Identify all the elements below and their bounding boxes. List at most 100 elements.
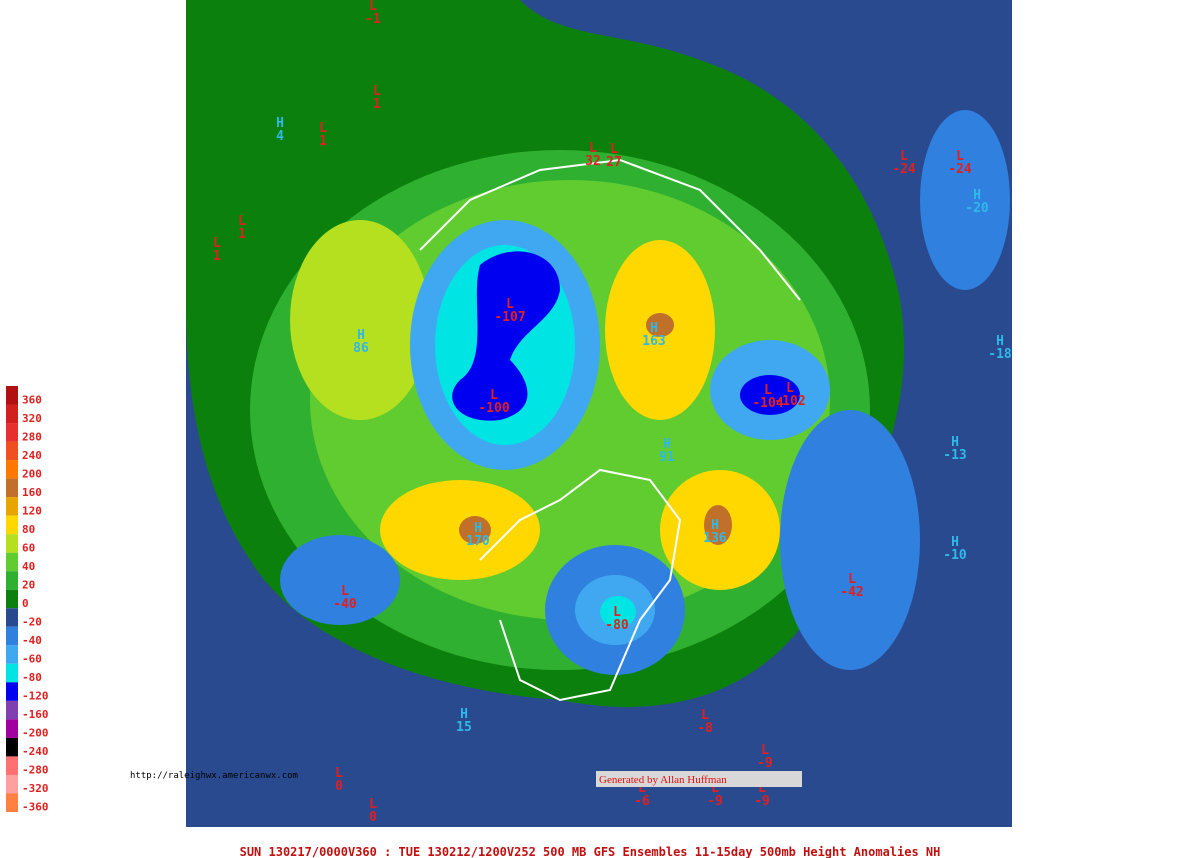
center-letter: L	[213, 236, 221, 251]
contour-neg-80	[600, 596, 636, 628]
contour-neg-120	[740, 375, 800, 415]
center-letter: L	[610, 142, 618, 157]
center-value: -20	[965, 201, 989, 216]
center-letter: L	[335, 766, 343, 781]
center-letter: L	[761, 743, 769, 758]
center-letter: L	[613, 605, 621, 620]
legend-label: -200	[22, 727, 49, 740]
center-letter: L	[764, 383, 772, 398]
center-value: -6	[634, 794, 650, 809]
center-value: -9	[754, 794, 770, 809]
center-letter: L	[848, 572, 856, 587]
center-value: -42	[840, 585, 863, 600]
legend-label: 0	[22, 597, 29, 610]
center-value: 1	[373, 97, 381, 112]
center-letter: L	[373, 84, 381, 99]
coastline	[479, 468, 682, 702]
center-value: -10	[943, 548, 967, 563]
contour-neg-40	[780, 410, 920, 670]
legend-label: 320	[22, 412, 42, 425]
center-value: 86	[353, 341, 369, 356]
center-value: -8	[697, 721, 713, 736]
center-letter: H	[460, 707, 468, 722]
contour-neg-20	[920, 110, 1010, 290]
center-value: 91	[659, 450, 675, 465]
center-value: -24	[892, 162, 916, 177]
legend-label: 40	[22, 560, 35, 573]
legend-label: -60	[22, 653, 42, 666]
center-value: 27	[606, 155, 622, 170]
center-value: 1	[213, 249, 221, 264]
center-letter: L	[900, 149, 908, 164]
legend-label: 280	[22, 430, 42, 443]
legend-swatch	[6, 441, 18, 461]
contour-160	[704, 505, 732, 545]
pressure-centers: L-1L1H4L1L1L1H86L-107L-100H163L-104L-102…	[213, 0, 1012, 825]
center-letter: L	[589, 141, 597, 156]
center-value: -24	[948, 162, 972, 177]
center-value: -100	[478, 401, 509, 416]
center-letter: H	[951, 535, 959, 550]
center-value: -13	[943, 448, 966, 463]
legend-swatch	[6, 793, 18, 812]
footer: SUN 130217/0000V360 : TUE 130212/1200V25…	[240, 845, 941, 858]
center-letter: H	[663, 437, 671, 452]
center-value: -9	[757, 756, 773, 771]
contour-neg-40	[280, 535, 400, 625]
center-value: 1	[238, 227, 246, 242]
center-letter: L	[758, 781, 766, 796]
legend-swatch	[6, 608, 18, 627]
legend-swatch	[6, 737, 18, 757]
legend-swatch	[6, 515, 18, 535]
center-value: 170	[466, 534, 490, 549]
legend-swatch	[6, 571, 18, 590]
center-letter: H	[951, 435, 959, 450]
legend-swatch	[6, 645, 18, 664]
legend-label: -280	[22, 764, 49, 777]
legend-swatch	[6, 404, 18, 424]
center-letter: L	[506, 297, 514, 312]
legend-swatch	[6, 478, 18, 498]
center-letter: L	[711, 781, 719, 796]
legend-label: -80	[22, 671, 42, 684]
center-letter: L	[638, 781, 646, 796]
legend-swatch	[6, 552, 18, 572]
center-value: 1	[319, 134, 327, 149]
center-letter: H	[474, 521, 482, 536]
center-value: 136	[703, 531, 727, 546]
legend-label: -240	[22, 745, 49, 758]
center-letter: H	[276, 116, 284, 131]
contour-160	[646, 313, 674, 337]
center-value: 4	[276, 129, 284, 144]
legend-swatch	[6, 626, 18, 646]
legend-label: -120	[22, 690, 49, 703]
center-value: 0	[369, 810, 377, 825]
center-letter: L	[956, 149, 964, 164]
center-letter: L	[238, 214, 246, 229]
legend-label: -40	[22, 634, 42, 647]
legend-swatch	[6, 756, 18, 775]
center-letter: L	[701, 708, 709, 723]
legend-swatch	[6, 663, 18, 683]
legend-swatch	[6, 700, 18, 720]
center-letter: L	[786, 381, 794, 396]
legend-swatch	[6, 774, 18, 794]
center-value: -107	[494, 310, 525, 325]
credit: Generated by Allan Huffman	[599, 774, 727, 786]
center-letter: H	[711, 518, 719, 533]
center-value: -104	[752, 396, 783, 411]
anomaly-field	[186, 0, 1012, 827]
legend-label: 20	[22, 578, 35, 591]
center-letter: L	[369, 0, 377, 14]
legend-label: 80	[22, 523, 35, 536]
legend-swatch	[6, 719, 18, 738]
legend-swatch	[6, 682, 18, 701]
legend-label: 60	[22, 541, 35, 554]
center-letter: H	[996, 334, 1004, 349]
center-letter: H	[357, 328, 365, 343]
legend-swatch	[6, 497, 18, 516]
legend-label: -20	[22, 616, 42, 629]
center-letter: H	[650, 321, 658, 336]
legend-label: 200	[22, 467, 42, 480]
